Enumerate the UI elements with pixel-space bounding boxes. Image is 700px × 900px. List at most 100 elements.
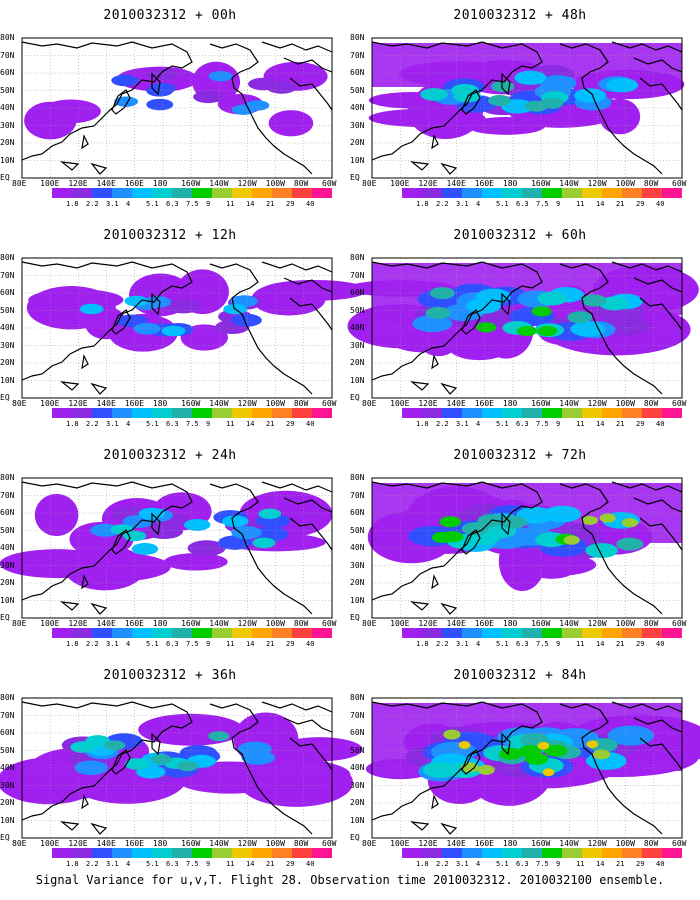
map-panel: 2010032312 + 48h 80N 70N 60N 50N 40N 30N 20N 10N… (350, 8, 690, 218)
colorbar-swatch (582, 628, 602, 638)
lon-tick-label: 140W (559, 179, 579, 188)
colorbar-swatch (602, 408, 622, 418)
colorbar-swatch (502, 188, 522, 198)
colorbar-label: 40 (656, 200, 665, 208)
colorbar-label: 5.1 (496, 420, 509, 428)
lat-tick-label: 80N (0, 473, 15, 482)
lon-tick-label: 140E (446, 179, 466, 188)
panel-title: 2010032312 + 36h (103, 668, 237, 683)
colorbar-label: 40 (306, 860, 315, 868)
colorbar-swatch (272, 848, 292, 858)
colorbar-swatch (622, 628, 642, 638)
colorbar-label: 4 (126, 640, 131, 648)
lon-tick-label: 120W (237, 839, 257, 848)
lon-tick-label: 160E (124, 179, 144, 188)
lon-tick-label: 160W (181, 179, 201, 188)
lat-tick-label: 30N (0, 120, 15, 130)
colorbar-swatch (502, 628, 522, 638)
lon-tick-label: 120E (68, 839, 88, 848)
colorbar-swatch (482, 188, 502, 198)
lat-tick-label: 50N (0, 745, 15, 755)
panel-title: 2010032312 + 24h (103, 448, 237, 463)
lon-tick-label: 180 (502, 179, 518, 188)
colorbar-swatch (172, 188, 192, 198)
colorbar-label: 1.8 (416, 640, 429, 648)
colorbar-swatch (112, 848, 132, 858)
colorbar-swatch (252, 408, 272, 418)
lat-tick-label: 40N (0, 543, 15, 552)
colorbar-swatch (52, 188, 72, 198)
map-panel: 2010032312 + 84h 80N 70N 60N 50N 40N 30N 20N 10N… (350, 668, 700, 878)
colorbar-label: 40 (306, 200, 315, 208)
lon-tick-label: 140E (446, 619, 466, 628)
colorbar-swatch (152, 848, 172, 858)
colorbar-swatch (192, 628, 212, 638)
colorbar-label: 9 (556, 640, 561, 648)
colorbar-label: 9 (206, 200, 211, 208)
lon-tick-label: 100E (40, 839, 60, 848)
lon-tick-label: 160W (531, 619, 551, 628)
panel-title: 2010032312 + 00h (103, 8, 237, 23)
colorbar-label: 40 (656, 640, 665, 648)
colorbar-label: 14 (596, 640, 605, 648)
lat-tick-label: EQ (350, 393, 360, 402)
colorbar-label: 9 (206, 860, 211, 868)
lat-tick-label: EQ (0, 833, 10, 842)
colorbar-label: 9 (206, 640, 211, 648)
colorbar-label: 14 (246, 420, 255, 428)
colorbar-swatch (312, 408, 332, 418)
colorbar-swatch (72, 848, 92, 858)
lon-tick-label: 80E (362, 399, 377, 408)
lat-tick-label: 20N (350, 578, 365, 587)
colorbar-label: 29 (286, 640, 295, 648)
colorbar-swatch (312, 848, 332, 858)
lat-tick-label: 40N (350, 763, 365, 772)
lat-tick-label: 10N (0, 375, 15, 385)
colorbar-swatch (562, 188, 582, 198)
lat-tick-label: 30N (350, 780, 365, 790)
colorbar-label: 6.3 (166, 200, 179, 208)
lat-tick-label: 50N (350, 305, 365, 315)
lat-tick-label: 70N (350, 490, 365, 500)
colorbar-swatch (152, 408, 172, 418)
colorbar-label: 2.2 (436, 860, 449, 868)
colorbar-swatch (72, 188, 92, 198)
panel-title: 2010032312 + 84h (453, 668, 587, 683)
lon-tick-label: 120E (68, 179, 88, 188)
colorbar-label: 5.1 (146, 420, 159, 428)
colorbar-label: 6.3 (516, 420, 529, 428)
colorbar-swatch (622, 188, 642, 198)
lat-tick-label: 30N (350, 340, 365, 350)
colorbar-label: 5.1 (496, 640, 509, 648)
lon-tick-label: 80W (293, 179, 309, 188)
lat-tick-label: 50N (350, 85, 365, 95)
lat-tick-label: 40N (0, 763, 15, 772)
lon-tick-label: 80W (293, 619, 309, 628)
colorbar-swatch (112, 628, 132, 638)
lon-tick-label: 80E (362, 839, 377, 848)
colorbar-swatch (662, 628, 682, 638)
lon-tick-label: 140W (209, 179, 229, 188)
lat-tick-label: 70N (0, 710, 15, 720)
lat-tick-label: 20N (350, 138, 365, 147)
colorbar (402, 408, 682, 418)
colorbar-label: 11 (576, 200, 585, 208)
colorbar-swatch (422, 848, 442, 858)
lon-tick-label: 160E (474, 399, 494, 408)
lon-tick-label: 140W (209, 839, 229, 848)
colorbar-swatch (52, 408, 72, 418)
colorbar-label: 14 (596, 200, 605, 208)
colorbar-swatch (582, 408, 602, 418)
colorbar-label: 2.2 (436, 200, 449, 208)
colorbar-label: 5.1 (496, 200, 509, 208)
lon-tick-label: 160E (124, 399, 144, 408)
colorbar-label: 1.8 (416, 200, 429, 208)
lon-tick-label: 140W (559, 619, 579, 628)
lat-tick-label: 30N (350, 120, 365, 130)
lat-tick-label: 30N (0, 780, 15, 790)
colorbar-swatch (402, 188, 422, 198)
colorbar-swatch (542, 628, 562, 638)
lat-tick-label: 60N (0, 508, 15, 517)
lon-tick-label: 80E (12, 179, 27, 188)
colorbar-label: 14 (246, 640, 255, 648)
